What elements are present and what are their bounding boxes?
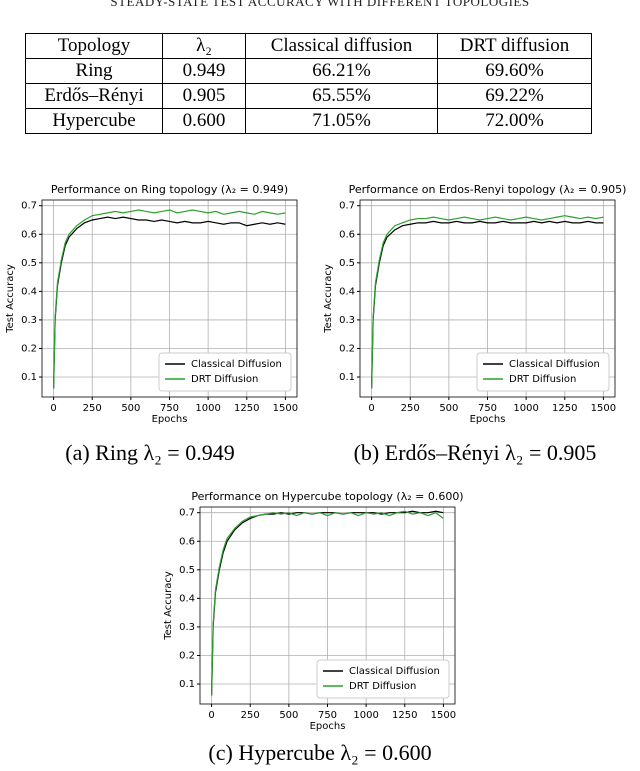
series-line (52, 209, 286, 389)
table-cell: Topology (25, 33, 163, 59)
y-tick-label: 0.7 (21, 201, 37, 212)
y-tick-label: 0.3 (21, 315, 37, 326)
y-tick-label: 0.5 (339, 258, 355, 269)
table-cell: 0.905 (162, 83, 246, 109)
x-tick-label: 750 (478, 403, 497, 414)
y-tick-label: 0.7 (179, 508, 195, 519)
table-cell: 0.600 (162, 108, 246, 134)
y-axis-label: Test Accuracy (5, 264, 16, 334)
table-cell: 69.22% (437, 83, 592, 109)
y-tick-label: 0.5 (179, 565, 195, 576)
y-tick-label: 0.3 (179, 622, 195, 633)
table-cell: λ₂ (162, 33, 246, 59)
x-tick-label: 750 (318, 710, 337, 721)
x-tick-label: 1000 (353, 710, 378, 721)
x-tick-label: 0 (50, 403, 56, 414)
chart-title: Performance on Hypercube topology (λ₂ = … (191, 490, 463, 503)
x-tick-label: 500 (121, 403, 140, 414)
x-tick-label: 750 (160, 403, 179, 414)
table-title: STEADY-STATE TEST ACCURACY WITH DIFFEREN… (110, 0, 530, 9)
x-tick-label: 1500 (591, 403, 616, 414)
legend-label: DRT Diffusion (509, 374, 576, 385)
series-line (210, 510, 444, 696)
table-row: Hypercube 0.600 71.05% 72.00% (25, 108, 592, 134)
plot-frame (359, 199, 616, 398)
legend-box (158, 352, 292, 392)
y-tick-label: 0.2 (179, 650, 195, 661)
x-axis-label: Epochs (470, 414, 506, 425)
x-tick-label: 1000 (513, 403, 538, 414)
y-tick-label: 0.6 (21, 229, 37, 240)
y-tick-label: 0.4 (339, 286, 355, 297)
table-cell: 72.00% (437, 108, 592, 134)
table-row: Ring 0.949 66.21% 69.60% (25, 58, 592, 84)
subcaption: (c) Hypercube λ₂ = 0.600 (208, 740, 431, 765)
table-cell: Erdős–Rényi (25, 83, 163, 109)
legend-label: Classical Diffusion (349, 666, 440, 677)
y-tick-label: 0.4 (21, 286, 37, 297)
x-tick-label: 0 (208, 710, 214, 721)
x-tick-label: 500 (279, 710, 298, 721)
y-tick-label: 0.7 (339, 201, 355, 212)
y-tick-label: 0.6 (179, 536, 195, 547)
series-line (370, 220, 604, 389)
subcaption: (b) Erdős–Rényi λ₂ = 0.905 (354, 440, 597, 465)
legend-label: Classical Diffusion (191, 359, 282, 370)
y-tick-label: 0.5 (21, 258, 37, 269)
subcaption: (a) Ring λ₂ = 0.949 (65, 440, 234, 465)
legend-label: DRT Diffusion (349, 681, 416, 692)
y-tick-label: 0.2 (21, 343, 37, 354)
chart-title: Performance on Erdos-Renyi topology (λ₂ … (349, 183, 627, 196)
y-tick-label: 0.4 (179, 593, 195, 604)
table-cell: DRT diffusion (437, 33, 592, 59)
table: Topology λ₂ Classical diffusion DRT diffusi… (25, 33, 592, 134)
table-cell: 71.05% (245, 108, 438, 134)
plot-frame (41, 199, 298, 398)
y-tick-label: 0.6 (339, 229, 355, 240)
legend-label: Classical Diffusion (509, 359, 600, 370)
legend-label: DRT Diffusion (191, 374, 258, 385)
y-axis-label: Test Accuracy (323, 264, 334, 334)
series-line (52, 216, 286, 389)
x-tick-label: 250 (401, 403, 420, 414)
y-tick-label: 0.1 (339, 372, 355, 383)
table-row: Erdős–Rényi 0.905 65.55% 69.22% (25, 83, 592, 109)
x-tick-label: 1250 (392, 710, 417, 721)
x-tick-label: 500 (439, 403, 458, 414)
x-tick-label: 1250 (234, 403, 259, 414)
y-tick-label: 0.3 (339, 315, 355, 326)
x-tick-label: 250 (241, 710, 260, 721)
x-tick-label: 250 (83, 403, 102, 414)
chart-title: Performance on Ring topology (λ₂ = 0.949… (51, 183, 288, 196)
x-tick-label: 1250 (552, 403, 577, 414)
series-line (370, 215, 604, 389)
y-tick-label: 0.1 (21, 372, 37, 383)
table-cell: Ring (25, 58, 163, 84)
table-cell: 0.949 (162, 58, 246, 84)
table-row: Topology λ₂ Classical diffusion DRT diffusi… (25, 33, 592, 59)
y-axis-label: Test Accuracy (163, 571, 174, 641)
x-axis-label: Epochs (310, 721, 346, 732)
y-tick-label: 0.2 (339, 343, 355, 354)
legend-box (316, 659, 450, 699)
x-tick-label: 1500 (273, 403, 298, 414)
x-tick-label: 1000 (195, 403, 220, 414)
x-axis-label: Epochs (152, 414, 188, 425)
legend-box (476, 352, 610, 392)
plot-frame (199, 506, 456, 705)
x-tick-label: 1500 (431, 710, 456, 721)
table-cell: Hypercube (25, 108, 163, 134)
table-cell: 69.60% (437, 58, 592, 84)
y-tick-label: 0.1 (179, 679, 195, 690)
table-cell: 66.21% (245, 58, 438, 84)
x-tick-label: 0 (368, 403, 374, 414)
table-cell: Classical diffusion (245, 33, 438, 59)
